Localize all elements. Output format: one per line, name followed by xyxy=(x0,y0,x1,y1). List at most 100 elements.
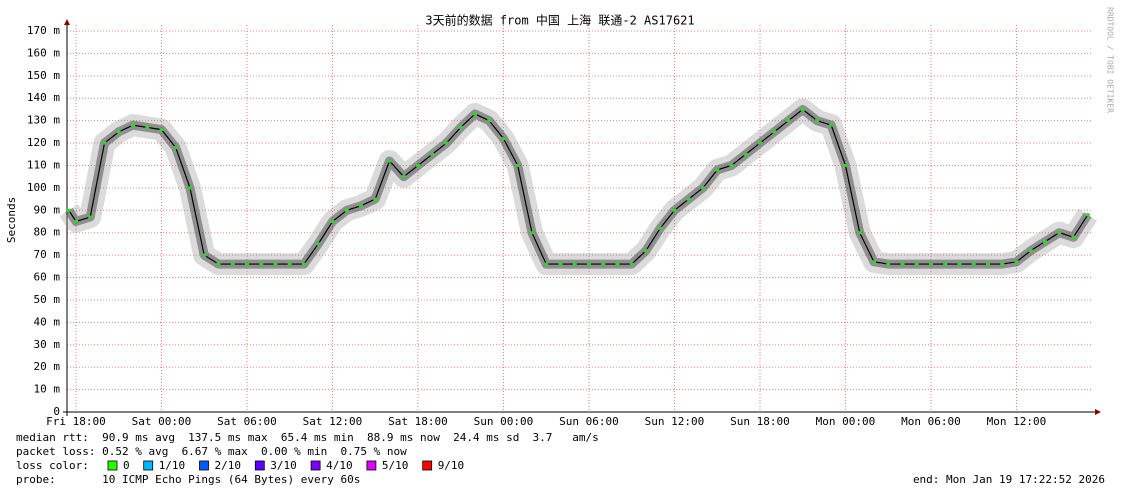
median-point xyxy=(715,168,720,172)
loss-swatch xyxy=(199,460,209,471)
x-tick-label: Mon 06:00 xyxy=(901,415,961,428)
median-point xyxy=(301,262,306,266)
median-point xyxy=(472,112,477,116)
median-point xyxy=(700,186,705,190)
median-point xyxy=(145,125,150,129)
y-tick-label: 110 m xyxy=(27,158,60,171)
axis-arrow xyxy=(64,19,70,25)
end-time: end: Mon Jan 19 17:22:52 2026 xyxy=(913,473,1105,486)
median-point xyxy=(886,262,891,266)
median-point xyxy=(985,262,990,266)
median-point xyxy=(957,262,962,266)
median-point xyxy=(729,163,734,167)
loss-label: loss color: xyxy=(16,459,89,472)
y-tick-label: 100 m xyxy=(27,181,60,194)
y-tick-label: 130 m xyxy=(27,114,60,127)
median-point xyxy=(772,130,777,134)
loss-swatch xyxy=(422,460,433,471)
median-point xyxy=(373,197,378,201)
median-point xyxy=(344,208,349,212)
x-tick-label: Sat 00:00 xyxy=(132,415,192,428)
median-point xyxy=(259,262,264,266)
median-point xyxy=(244,262,249,266)
median-point xyxy=(130,123,135,127)
median-point xyxy=(102,141,107,145)
median-point xyxy=(116,130,121,134)
median-point xyxy=(202,253,207,257)
x-tick-label: Mon 12:00 xyxy=(987,415,1047,428)
loss-swatch xyxy=(254,460,265,471)
median-point xyxy=(330,220,335,223)
y-tick-label: 70 m xyxy=(34,248,61,261)
y-tick-label: 60 m xyxy=(34,271,61,284)
x-tick-label: Sat 18:00 xyxy=(388,415,448,428)
y-tick-label: 0 xyxy=(53,405,60,418)
median-point xyxy=(529,231,534,235)
median-point xyxy=(615,262,620,266)
y-tick-label: 20 m xyxy=(34,360,61,373)
median-point xyxy=(857,231,862,235)
median-point xyxy=(88,215,93,219)
median-point xyxy=(686,197,691,201)
median-point xyxy=(458,125,463,129)
median-point xyxy=(515,163,520,167)
median-point xyxy=(914,262,919,266)
x-tick-label: Sun 06:00 xyxy=(559,415,619,428)
median-point xyxy=(1057,231,1062,235)
median-point xyxy=(900,262,905,266)
median-point xyxy=(358,204,363,208)
chart-title: 3天前的数据 from 中国 上海 联通-2 AS17621 xyxy=(425,13,694,28)
y-tick-label: 90 m xyxy=(34,203,61,216)
median-point xyxy=(643,249,648,253)
median-point xyxy=(487,119,492,123)
y-tick-label: 160 m xyxy=(27,46,60,59)
y-tick-label: 50 m xyxy=(34,293,61,306)
median-point xyxy=(73,220,78,223)
loss-swatch xyxy=(107,460,118,471)
y-tick-label: 80 m xyxy=(34,226,61,239)
stats-line: median rtt: 90.9 ms avg 137.5 ms max 65.… xyxy=(16,431,599,444)
loss-name: 5/10 xyxy=(382,459,409,472)
median-point xyxy=(572,262,577,266)
median-point xyxy=(187,186,192,190)
median-point xyxy=(1028,249,1033,253)
x-tick-label: Sun 18:00 xyxy=(730,415,790,428)
axis-arrow xyxy=(1095,409,1101,415)
median-point xyxy=(287,262,292,266)
median-point xyxy=(415,163,420,167)
loss-swatch xyxy=(143,460,154,471)
x-tick-label: Sun 00:00 xyxy=(474,415,534,428)
median-point xyxy=(814,119,819,123)
median-point xyxy=(1071,235,1076,239)
y-tick-label: 10 m xyxy=(34,383,61,396)
loss-name: 4/10 xyxy=(326,459,353,472)
y-tick-label: 120 m xyxy=(27,136,60,149)
y-tick-label: 170 m xyxy=(27,24,60,37)
median-point xyxy=(786,119,791,123)
median-point xyxy=(672,208,677,212)
median-point xyxy=(230,262,235,266)
median-point xyxy=(658,226,663,230)
median-point xyxy=(928,262,933,266)
median-point xyxy=(629,262,634,266)
loss-name: 2/10 xyxy=(215,459,242,472)
median-point xyxy=(1014,260,1019,264)
median-point xyxy=(501,137,506,141)
median-point xyxy=(829,123,834,127)
median-point xyxy=(316,242,321,246)
y-tick-label: 30 m xyxy=(34,338,61,351)
median-point xyxy=(843,163,848,167)
median-point xyxy=(216,262,221,266)
median-point xyxy=(743,152,748,156)
median-point xyxy=(544,262,549,266)
probe: probe: 10 ICMP Echo Pings (64 Bytes) eve… xyxy=(16,473,360,486)
loss-name: 3/10 xyxy=(270,459,297,472)
median-point xyxy=(558,262,563,266)
median-point xyxy=(159,128,164,132)
x-tick-label: Sun 12:00 xyxy=(645,415,705,428)
median-point xyxy=(871,260,876,264)
median-point xyxy=(971,262,976,266)
x-tick-label: Mon 00:00 xyxy=(816,415,876,428)
x-tick-label: Sat 06:00 xyxy=(217,415,277,428)
